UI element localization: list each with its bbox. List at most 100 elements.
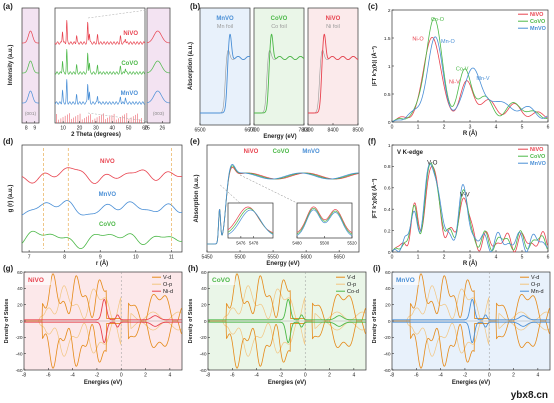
- sample-label: NiVO: [326, 16, 341, 22]
- dos-metal-down: [208, 321, 366, 344]
- x-tick-label: 25: [144, 126, 150, 132]
- tag-bg: [209, 273, 235, 285]
- x-tick-label: 5480: [292, 241, 302, 246]
- x-tick-label: 5478: [249, 241, 259, 246]
- sample-line: [199, 33, 251, 114]
- x-axis-label: Energies (eV): [452, 380, 490, 386]
- legend-entry: NiVO: [244, 149, 259, 155]
- series-label: NiVO: [123, 31, 138, 37]
- x-tick-label: 8400: [327, 128, 338, 134]
- series-line-NiVO: [146, 30, 170, 44]
- y-tick-label: 0.8: [384, 164, 391, 170]
- plot-frame: [206, 144, 360, 253]
- x-axis-label: R (Å): [463, 260, 477, 267]
- x-tick-label: 8: [25, 126, 28, 132]
- bond-annotation: Mn-O: [441, 39, 455, 45]
- panel-a: NiVO CoVO MnVO 8 9 (001) 25 26 (003) 10 20 30 40 50 60…: [8, 7, 171, 138]
- x-tick-label: 8300: [302, 128, 313, 134]
- tag-bg: [393, 273, 419, 285]
- dos-vd-down: [392, 320, 550, 369]
- y-axis-label: Intensity (a.u.): [8, 45, 14, 86]
- dos-vd-down: [24, 320, 182, 369]
- zoom-guide: [220, 184, 241, 204]
- material-tag: NiVO: [28, 277, 44, 284]
- y-tick-label: 0.6: [384, 186, 391, 192]
- sample-line: [307, 33, 359, 114]
- dos-vd-up: [208, 273, 366, 322]
- y-axis-label: Absorption (a.u.): [188, 42, 194, 90]
- panel-i: MnVO V-dO-pMn-d-8 -6 -4 -2 0 2 4-60-40-20020406…: [372, 270, 551, 386]
- panel-label: (h): [188, 264, 199, 273]
- sub-bg: [147, 8, 170, 123]
- y-axis-label: |FT k³χ(k)| (Å⁻³): [371, 46, 378, 86]
- panel-e: NiVO CoVO MnVO 5476 5478 5480 5500 5520 5450 5500…: [194, 144, 360, 267]
- x-tick-label: -6: [46, 373, 51, 379]
- bond-annotation: V-V: [460, 192, 470, 198]
- y-tick-label: 0: [20, 319, 23, 325]
- panel-label: (c): [368, 2, 378, 11]
- panel-label: (i): [373, 264, 381, 273]
- series-line-CoVO: [391, 17, 548, 123]
- y-tick-label: -60: [200, 368, 207, 374]
- y-axis-label: Density of States: [4, 299, 10, 344]
- x-tick-label: 4: [495, 125, 498, 131]
- dos-metal-down: [392, 321, 550, 344]
- x-tick-label: 11: [169, 255, 174, 261]
- dos-op-up: [392, 285, 550, 322]
- x-tick-label: 7: [28, 255, 31, 261]
- bond-annotation: Ni-V: [449, 80, 460, 86]
- subplot-bg: [254, 8, 304, 125]
- material-tag: CoVO: [212, 277, 230, 284]
- series-line-CoVO: [21, 230, 183, 249]
- panel-label: (a): [3, 2, 13, 11]
- series-label: CoVO: [121, 61, 138, 67]
- bond-annotation: V-O: [427, 160, 438, 166]
- series-line-CoVO: [146, 60, 170, 74]
- panel-b: MnVO Mn foil 6500 6600 CoVO Co foil 7700 7800 Ni…: [188, 7, 364, 140]
- inset-line-NiVO: [296, 206, 353, 233]
- x-tick-label: -2: [463, 373, 468, 379]
- dos-metal-up: [24, 298, 182, 321]
- series-label: MnVO: [121, 91, 139, 97]
- dos-op-down: [392, 320, 550, 357]
- legend-entry: O-p: [531, 282, 540, 288]
- x-tick-label: 5650: [334, 255, 345, 261]
- x-tick-label: 7700: [248, 128, 259, 134]
- zoom-guide: [87, 9, 148, 19]
- subplot-frame: [199, 7, 251, 126]
- bond-annotation: Ni-O: [412, 37, 424, 43]
- y-tick-label: 0.5: [384, 92, 391, 98]
- bond-annotation: Mn-V: [476, 76, 489, 82]
- x-tick-label: 5450: [201, 255, 212, 261]
- dos-metal-up: [392, 298, 550, 321]
- x-tick-label: 8500: [352, 128, 363, 134]
- y-tick-label: 40: [201, 286, 207, 292]
- y-tick-label: -20: [384, 335, 391, 341]
- panel-f: V-O V-V 0 1 2 3 4 5 6 0 0.2 0.4 0.6 0.8 1 R (Å) |FT k³χ(…: [371, 143, 550, 267]
- x-tick-label: -8: [206, 373, 211, 379]
- y-tick-label: 1.5: [384, 36, 391, 42]
- watermark-text: ybx8.cn: [511, 390, 548, 401]
- x-tick-label: 6: [547, 125, 550, 131]
- x-tick-label: -8: [390, 373, 395, 379]
- reference-label: Co foil: [271, 24, 287, 30]
- y-tick-label: -40: [16, 351, 23, 357]
- panel-title: V K-edge: [397, 150, 424, 156]
- x-tick-label: 4: [352, 373, 355, 379]
- inset-line-MnVO: [227, 209, 274, 235]
- y-tick-label: 60: [385, 270, 391, 276]
- y-tick-label: -60: [384, 368, 391, 374]
- y-tick-label: 20: [17, 302, 23, 308]
- x-tick-label: -8: [22, 373, 27, 379]
- panel-h: CoVO V-dO-pCo-d-8 -6 -4 -2 0 2 4-60-40-20020406…: [188, 270, 367, 386]
- sample-label: CoVO: [271, 16, 288, 22]
- legend-entry: V-d: [531, 275, 539, 281]
- series-line-MnVO: [207, 164, 359, 245]
- dos-op-up: [208, 285, 366, 322]
- series-line-CoVO: [21, 60, 39, 74]
- x-tick-label: -6: [230, 373, 235, 379]
- panel-label: (e): [190, 137, 200, 146]
- sample-line: [253, 33, 305, 114]
- y-tick-label: 60: [201, 270, 207, 276]
- series-line-NiVO: [54, 20, 146, 45]
